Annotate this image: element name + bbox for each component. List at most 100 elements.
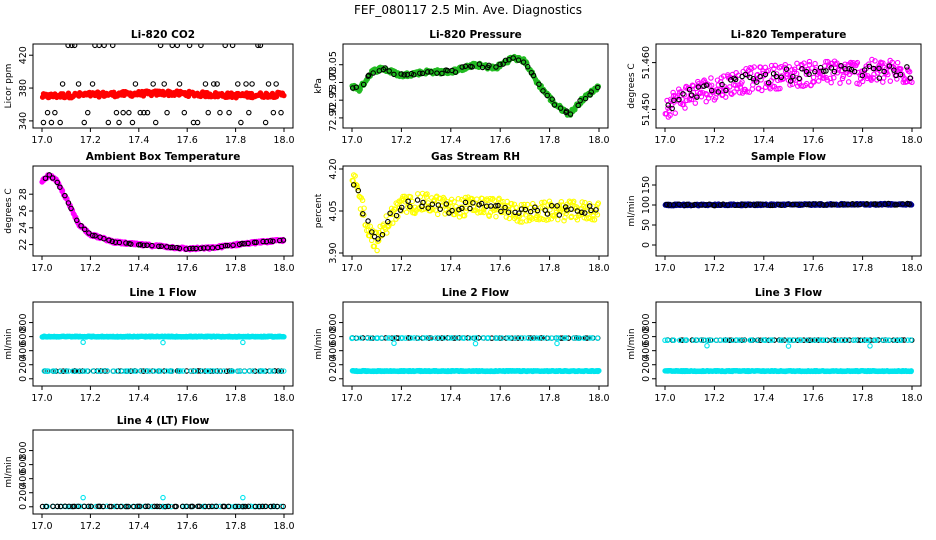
y-tick-label: 51.460 [641,46,652,79]
data-point [686,86,693,93]
x-tick-label: 17.4 [440,263,461,274]
data-point [783,66,790,72]
data-point [228,368,234,374]
y-tick-label: 100 [641,196,652,214]
data-point [515,335,521,341]
data-point [485,335,492,341]
data-point [837,80,843,86]
x-tick-label: 17.0 [31,263,52,274]
data-point [240,503,246,510]
data-point [157,44,164,49]
data-point [715,89,722,95]
data-point [425,205,431,211]
data-point [575,102,581,109]
data-point [190,245,196,252]
y-tick-label: 73.00 [328,69,339,96]
data-point [876,65,882,72]
data-point [143,368,150,374]
data-point [443,201,450,207]
data-point [54,179,61,186]
data-point [591,217,598,223]
data-point [123,240,129,246]
data-point [582,210,588,216]
data-point [46,172,53,178]
panel-title: Line 3 Flow [755,287,822,299]
x-tick-label: 17.0 [31,393,52,404]
data-point [145,503,151,510]
data-point [558,198,565,205]
data-point [202,503,208,510]
data-point [513,204,519,211]
data-point [39,503,46,510]
data-point [791,337,798,343]
data-point [102,368,108,374]
data-point [57,119,63,126]
data-point [385,218,391,225]
data-point [777,85,783,92]
data-point [865,337,871,343]
data-point [197,245,204,252]
data-point [859,72,866,79]
data-point [497,61,503,68]
data-point [567,199,574,206]
data-point [692,100,699,106]
data-point [480,209,487,216]
data-point [767,202,774,209]
data-point [69,44,75,49]
data-point [255,44,261,49]
data-point [449,207,455,214]
data-point [230,242,236,249]
data-point [354,182,360,189]
data-point [886,337,892,343]
data-point [169,44,176,49]
data-point [217,109,223,116]
data-point [229,368,236,374]
data-point [461,212,468,219]
data-point [828,79,834,86]
data-point [429,201,436,208]
data-point [387,210,393,217]
data-point [267,503,274,510]
x-tick-label: 17.8 [225,135,246,146]
y-axis-label: ml/min [4,456,14,487]
data-point [391,340,397,347]
data-point [395,213,401,220]
data-point [551,102,558,108]
data-point [785,337,791,343]
data-point [88,503,94,510]
data-point [419,70,426,77]
data-point [192,368,199,374]
data-point [708,82,715,89]
x-tick-label: 17.4 [753,393,774,404]
data-point [280,237,287,243]
data-point [541,199,548,206]
data-point [796,75,802,82]
data-point [851,68,858,75]
data-point [567,111,574,117]
data-point [158,243,165,249]
data-point [160,494,166,501]
data-point [211,503,218,510]
data-point [408,204,414,211]
x-tick-label: 17.0 [31,135,52,146]
data-point [505,335,511,341]
data-point [754,337,760,343]
data-point [439,70,445,77]
data-point [500,61,506,67]
x-tick-label: 17.6 [803,263,824,274]
data-point [524,201,531,208]
data-point [114,368,120,374]
data-point [510,55,516,61]
data-point [556,212,563,218]
plot-frame [655,301,922,387]
data-points [39,494,286,510]
data-point [770,71,777,77]
data-point [59,81,66,87]
data-point [908,337,914,343]
data-point [459,205,465,212]
data-point [378,335,385,341]
data-point [521,201,527,208]
data-point [261,368,267,374]
data-point [790,73,796,80]
data-point [100,503,107,510]
